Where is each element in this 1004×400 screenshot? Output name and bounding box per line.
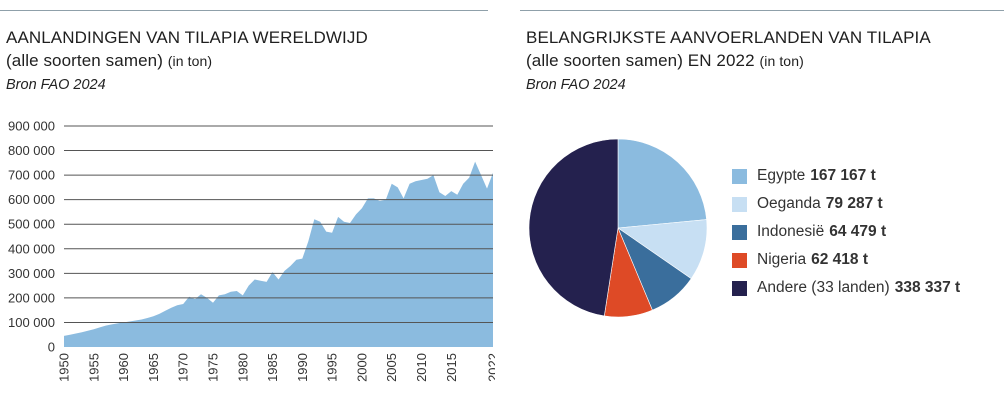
top-rule (0, 10, 488, 11)
area-chart-source: Bron FAO 2024 (6, 77, 106, 93)
legend-item: Egypte 167 167 t (732, 162, 960, 190)
x-tick-label: 1970 (176, 353, 191, 382)
pie-chart-title-line1: BELANGRIJKSTE AANVOERLANDEN VAN TILAPIA (526, 28, 931, 47)
pie-chart-title-line2: (alle soorten samen) EN 2022 (in ton) (526, 49, 931, 73)
x-tick-label: 2022 (486, 353, 496, 382)
legend-label: Indonesië (757, 223, 825, 240)
legend-swatch (732, 252, 747, 268)
legend-item: Oeganda 79 287 t (732, 190, 960, 218)
y-tick-label: 700 000 (8, 168, 55, 183)
legend-label: Oeganda (757, 195, 821, 212)
y-tick-label: 200 000 (8, 290, 55, 305)
pie-chart-source: Bron FAO 2024 (526, 77, 626, 93)
area-chart-unit: (in ton) (167, 53, 213, 69)
legend-swatch (732, 224, 747, 240)
y-tick-label: 300 000 (8, 266, 55, 281)
x-tick-label: 2005 (384, 353, 399, 382)
y-tick-label: 400 000 (8, 241, 55, 256)
legend-label: Nigeria (757, 251, 807, 268)
y-tick-label: 100 000 (8, 315, 55, 330)
legend-value: 64 479 t (829, 223, 887, 240)
y-tick-label: 600 000 (8, 192, 55, 207)
pie-chart-unit: (in ton) (759, 53, 804, 69)
area-chart-title-line2: (alle soorten samen) (in ton) (6, 49, 368, 73)
area-chart-title: AANLANDINGEN VAN TILAPIA WERELDWIJD (all… (6, 26, 368, 73)
legend-swatch (732, 168, 747, 184)
x-tick-label: 2015 (444, 353, 459, 382)
legend-item: Andere (33 landen) 338 337 t (732, 274, 960, 302)
area-chart-title-line1: AANLANDINGEN VAN TILAPIA WERELDWIJD (6, 28, 368, 47)
x-tick-label: 1980 (235, 353, 250, 382)
pie-chart-title: BELANGRIJKSTE AANVOERLANDEN VAN TILAPIA … (526, 26, 931, 73)
legend-swatch (732, 196, 747, 212)
tilapia-landings-panel: AANLANDINGEN VAN TILAPIA WERELDWIJD (all… (0, 0, 495, 400)
x-tick-label: 2010 (414, 353, 429, 382)
legend-value: 62 418 t (811, 251, 868, 268)
landings-area (64, 161, 493, 347)
pie-chart-subtitle: (alle soorten samen) EN 2022 (526, 51, 755, 70)
x-tick-label: 1975 (205, 353, 220, 382)
pie-slice-andere-33-landen (528, 138, 619, 317)
pie-slice-egypte (617, 138, 707, 229)
x-tick-label: 1955 (86, 353, 101, 382)
y-tick-label: 900 000 (8, 119, 55, 134)
legend-value: 79 287 t (825, 195, 883, 212)
top-rule (520, 10, 1004, 11)
legend-item: Indonesië 64 479 t (732, 218, 960, 246)
top-countries-panel: BELANGRIJKSTE AANVOERLANDEN VAN TILAPIA … (520, 0, 1004, 400)
legend-label: Egypte (757, 167, 806, 184)
x-tick-label: 1950 (57, 353, 72, 382)
x-tick-label: 1985 (265, 353, 280, 382)
y-tick-label: 500 000 (8, 217, 55, 232)
legend-value: 338 337 t (894, 279, 961, 296)
y-tick-label: 0 (48, 340, 55, 355)
area-chart: 0 100 000 200 000 300 000 400 000 500 000 600 … (8, 119, 496, 382)
x-tick-label: 2000 (354, 353, 369, 382)
y-tick-label: 800 000 (8, 143, 55, 158)
legend-value: 167 167 t (810, 167, 876, 184)
legend-item: Nigeria 62 418 t (732, 246, 960, 274)
x-tick-label: 1965 (146, 353, 161, 382)
x-tick-label: 1960 (116, 353, 131, 382)
pie-legend: Egypte 167 167 t Oeganda 79 287 t Indonesië 6… (732, 162, 960, 302)
pie-chart (528, 138, 708, 318)
area-chart-subtitle: (alle soorten samen) (6, 51, 163, 70)
x-tick-label: 1990 (295, 353, 310, 382)
x-tick-label: 1995 (325, 353, 340, 382)
legend-label: Andere (33 landen) (757, 279, 890, 296)
legend-swatch (732, 280, 747, 296)
